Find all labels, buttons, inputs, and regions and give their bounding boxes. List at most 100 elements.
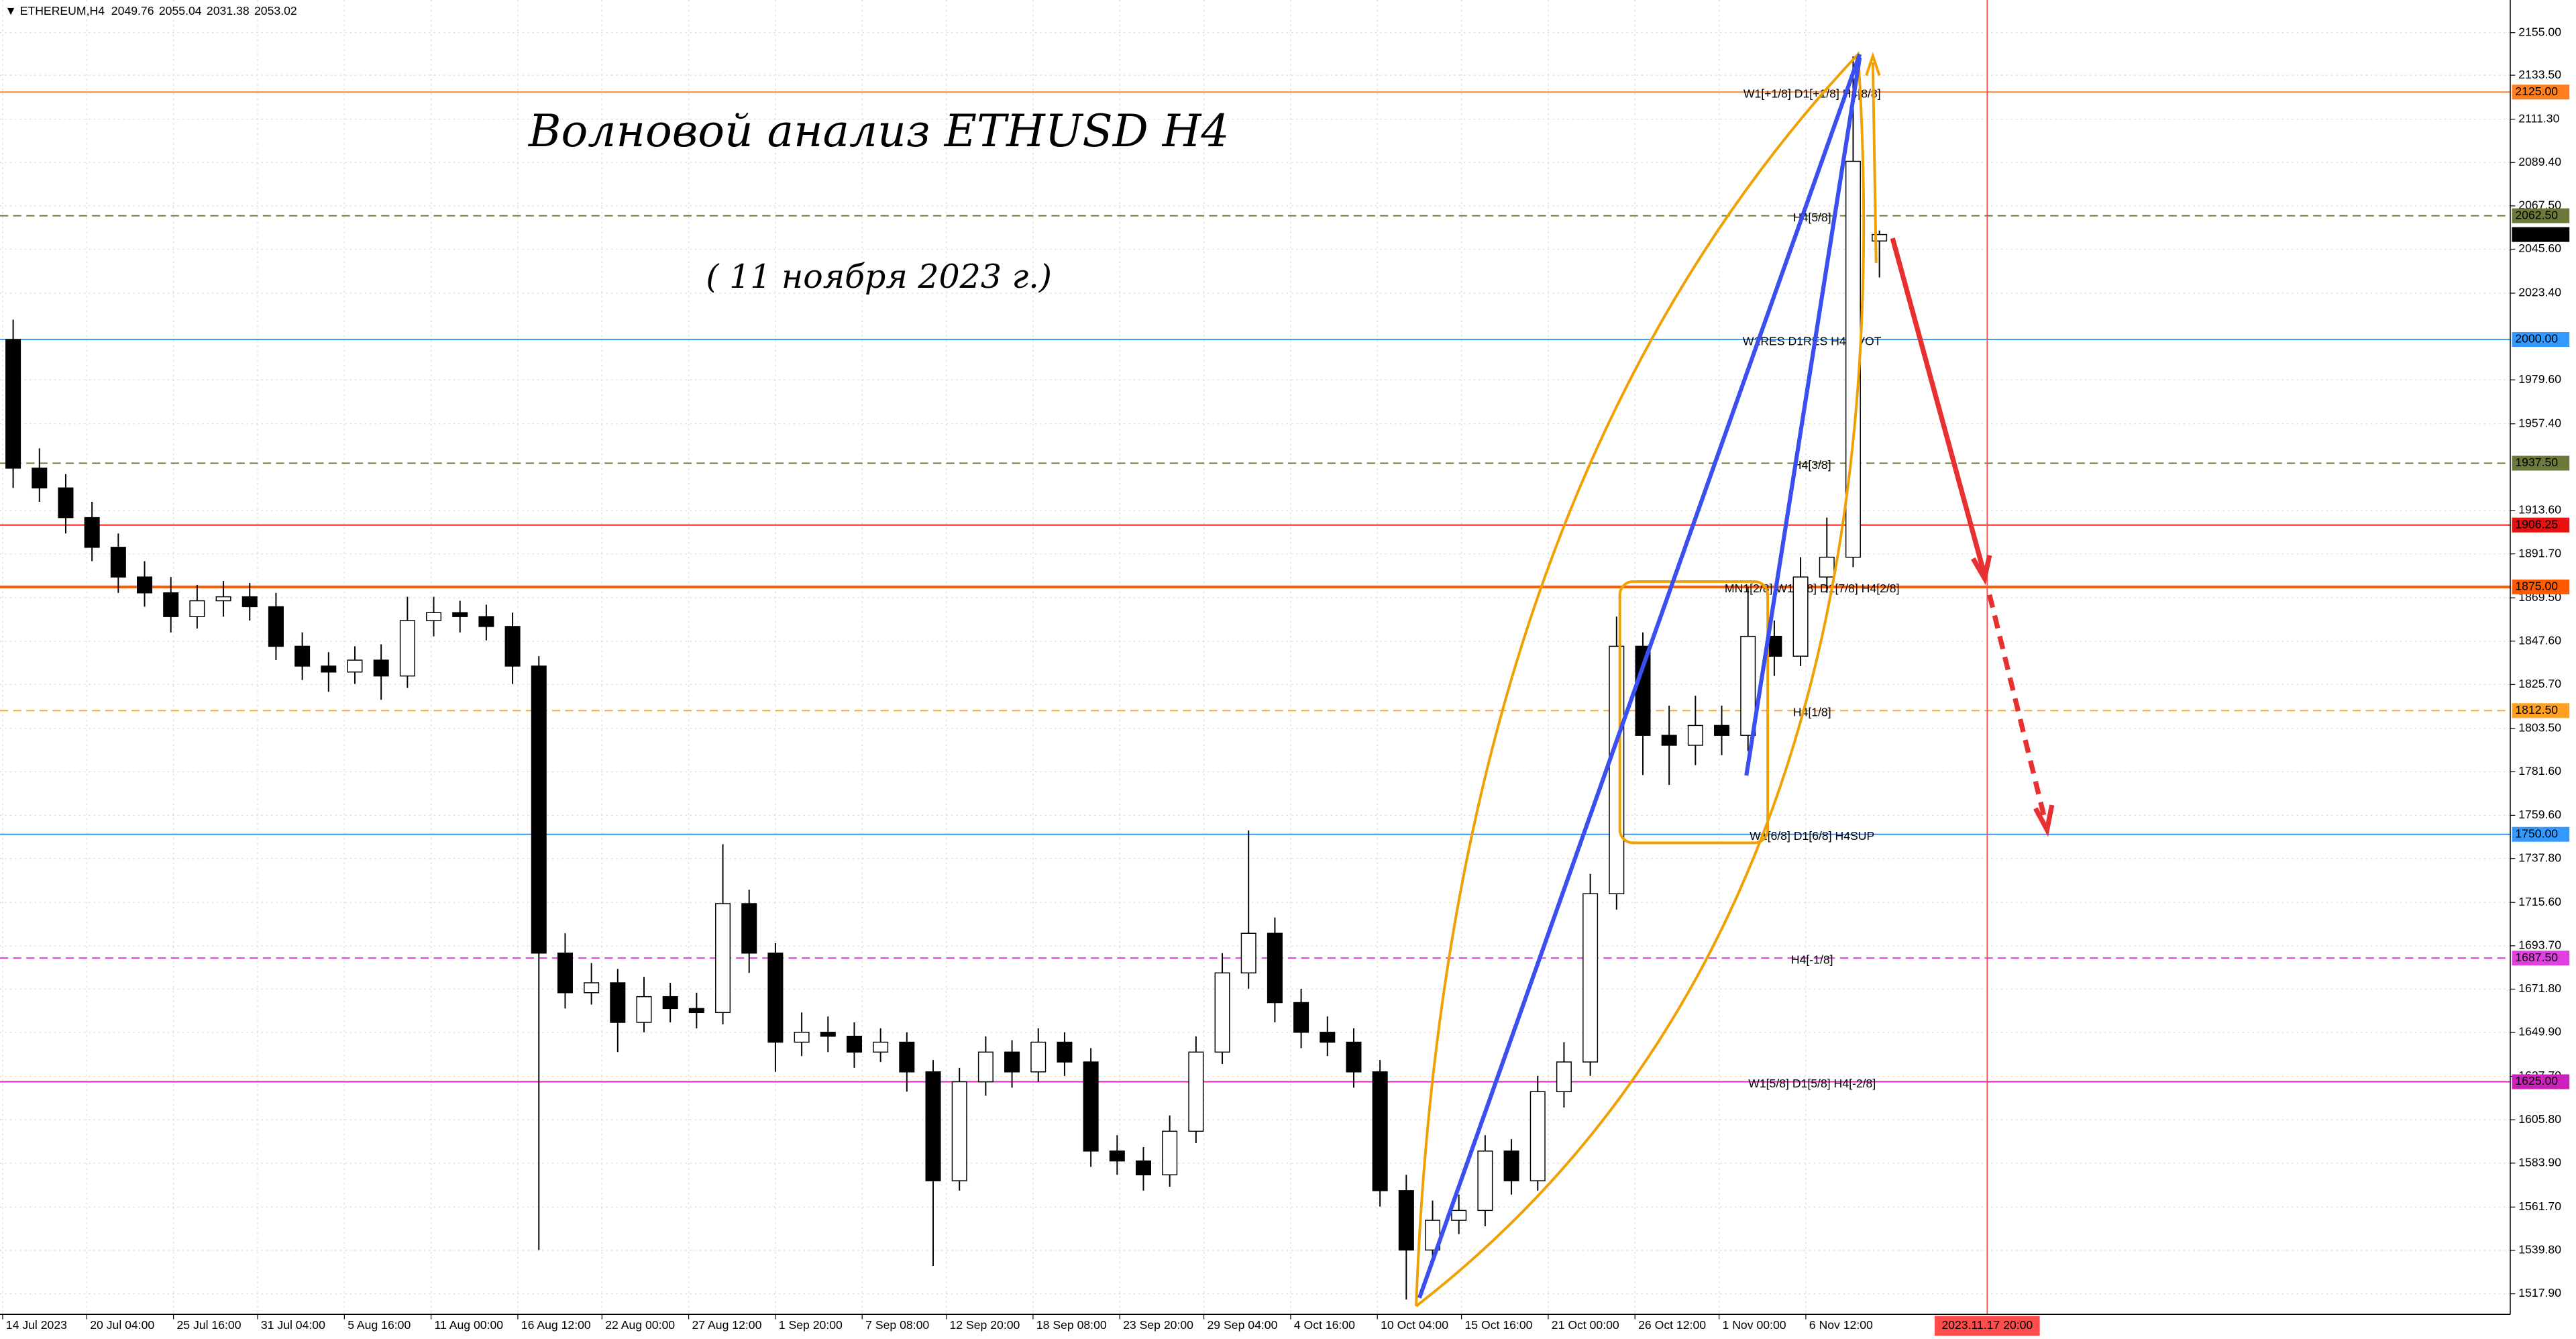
level-label: 2062.50 <box>2515 208 2558 221</box>
chart-subtitle: ( 11 ноября 2023 г.) <box>706 258 1052 296</box>
price-scale <box>2510 0 2576 1339</box>
x-tick-label: 20 Jul 04:00 <box>90 1318 154 1332</box>
y-tick-label: 2111.30 <box>2518 111 2559 125</box>
open: 2049.76 <box>111 4 154 17</box>
level-label: 1812.50 <box>2515 703 2558 716</box>
level-label: 1687.50 <box>2515 951 2558 964</box>
candle-body <box>662 996 678 1010</box>
candle-body <box>268 606 284 647</box>
candle-body <box>1819 556 1835 578</box>
level-label: 1750.00 <box>2515 826 2558 840</box>
x-tick-label: 18 Sep 08:00 <box>1036 1318 1107 1332</box>
level-tag <box>2512 579 2570 594</box>
candle-body <box>951 1081 967 1181</box>
candle-body <box>715 903 731 1014</box>
level-label: 2125.00 <box>2515 85 2558 98</box>
low: 2031.38 <box>207 4 250 17</box>
time-label: 2023.11.17 20:00 <box>1941 1318 2033 1332</box>
x-tick-label: 21 Oct 00:00 <box>1552 1318 1619 1332</box>
y-tick-label: 2089.40 <box>2518 155 2561 168</box>
candle-body <box>767 953 784 1043</box>
scales: 2155.00 2133.50 2111.30 2089.40 2067.50 2045.… <box>2 25 2570 1336</box>
candle-body <box>1267 932 1283 1004</box>
arrow-head <box>1865 52 1881 76</box>
candle-body <box>110 547 126 578</box>
x-tick-label: 1 Nov 00:00 <box>1723 1318 1786 1332</box>
level-note: MN1[2/8] W1[7/8] D1[7/8] H4[2/8] <box>1725 582 1900 595</box>
x-tick-label: 26 Oct 12:00 <box>1638 1318 1706 1332</box>
candle-body <box>1556 1061 1572 1093</box>
y-tick-label: 1825.70 <box>2518 677 2561 690</box>
candle-body <box>1109 1150 1125 1162</box>
candle-body <box>215 596 231 602</box>
header: ▼ ETHEREUM,H4 2049.76 2055.04 2031.38 2053.0… <box>5 4 297 17</box>
level-label: 1937.50 <box>2515 456 2558 469</box>
forecast-arrow <box>1890 237 1987 576</box>
candle-body <box>820 1032 836 1037</box>
menu-triangle: ▼ <box>5 4 19 17</box>
candle-body <box>1845 160 1861 558</box>
y-tick-label: 1759.60 <box>2518 808 2561 821</box>
level-tag <box>2512 951 2570 966</box>
range-box <box>1618 580 1770 845</box>
level-tag <box>2512 456 2570 471</box>
level-tag <box>2512 703 2570 718</box>
candle-body <box>557 953 573 994</box>
y-tick-label: 1693.70 <box>2518 938 2561 951</box>
candle-body <box>1346 1041 1362 1073</box>
candle-body <box>1030 1041 1046 1073</box>
x-tick-label: 11 Aug 00:00 <box>435 1318 504 1332</box>
chart-title: Волновой анализ ETHUSD H4 <box>528 105 1230 157</box>
candle-body <box>584 982 600 994</box>
candle-body <box>794 1032 810 1043</box>
close: 2053.02 <box>254 4 297 17</box>
level-note: H4[3/8] <box>1793 458 1831 472</box>
wave-line <box>1417 53 1862 1299</box>
x-tick-label: 7 Sep 08:00 <box>865 1318 929 1332</box>
y-tick-label: 1605.80 <box>2518 1112 2561 1126</box>
candle-body <box>189 600 205 617</box>
x-tick-label: 4 Oct 16:00 <box>1294 1318 1355 1332</box>
candle-body <box>399 620 415 677</box>
candle-body <box>1477 1150 1493 1212</box>
candle-body <box>58 487 74 519</box>
y-tick-label: 1847.60 <box>2518 633 2561 647</box>
wave-arrow <box>1871 62 1878 263</box>
level-label: 1875.00 <box>2515 580 2558 593</box>
x-tick-label: 23 Sep 20:00 <box>1123 1318 1193 1332</box>
drawings <box>1415 51 2055 1307</box>
arrow-head <box>2033 804 2055 837</box>
grid <box>0 0 2511 1315</box>
candle-body <box>1135 1160 1151 1175</box>
y-tick-label: 1979.60 <box>2518 372 2561 386</box>
candle-body <box>84 517 100 548</box>
candle-body <box>504 626 521 667</box>
x-tick-label: 16 Aug 12:00 <box>521 1318 591 1332</box>
x-tick-label: 10 Oct 04:00 <box>1381 1318 1448 1332</box>
y-tick-label: 2023.40 <box>2518 286 2561 299</box>
candle-body <box>136 576 153 594</box>
candle-body <box>1320 1032 1336 1043</box>
x-tick-label: 6 Nov 12:00 <box>1809 1318 1873 1332</box>
candle-body <box>873 1041 889 1053</box>
candle-body <box>163 592 179 617</box>
candle-body <box>241 596 258 608</box>
candle-body <box>347 659 363 673</box>
y-tick-label: 1913.60 <box>2518 503 2561 517</box>
candle-body <box>1503 1150 1519 1181</box>
time-scale <box>0 1314 2511 1339</box>
y-tick-label: 1671.80 <box>2518 981 2561 995</box>
candle-body <box>1372 1071 1388 1191</box>
candle-body <box>1188 1051 1204 1132</box>
y-tick-label: 1517.90 <box>2518 1286 2561 1299</box>
level-tag <box>2512 517 2570 533</box>
candle-body <box>1293 1002 1309 1033</box>
y-tick-label: 1957.40 <box>2518 416 2561 429</box>
y-tick-label: 2155.00 <box>2518 25 2561 38</box>
level-tag <box>2512 85 2570 100</box>
candle-body <box>1529 1091 1546 1181</box>
candle-body <box>688 1008 704 1014</box>
y-tick-label: 1583.90 <box>2518 1155 2561 1169</box>
